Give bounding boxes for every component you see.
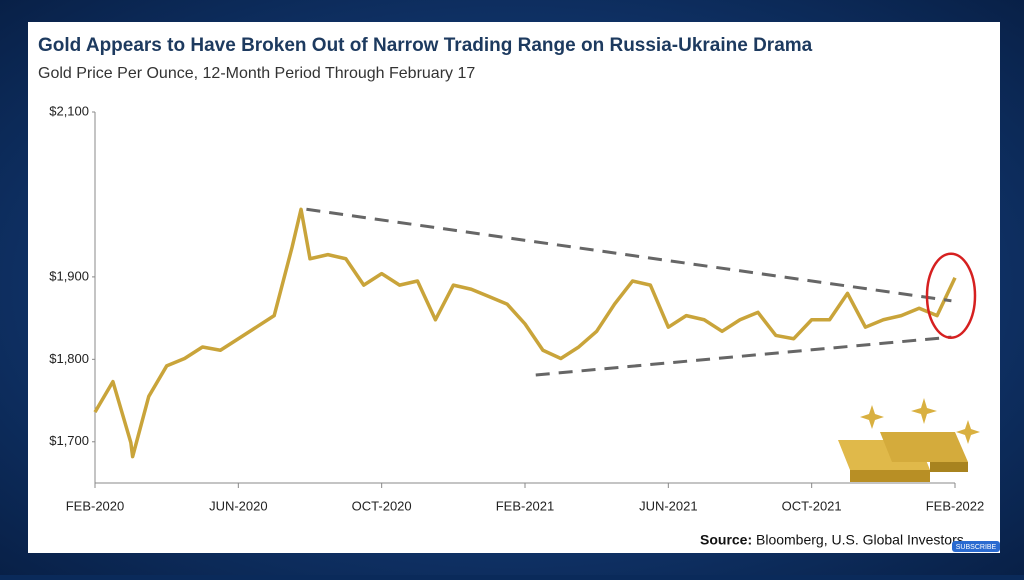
chart-title: Gold Appears to Have Broken Out of Narro…	[38, 35, 813, 56]
gold-bars-icon	[838, 398, 980, 482]
y-tick-label: $1,800	[49, 351, 89, 366]
x-tick-label: FEB-2022	[926, 498, 985, 513]
chart-subtitle: Gold Price Per Ounce, 12-Month Period Th…	[38, 65, 475, 82]
source-label: Source:	[700, 532, 752, 548]
x-tick-label: JUN-2020	[209, 498, 268, 513]
price-line	[93, 207, 957, 459]
x-tick-label: FEB-2021	[496, 498, 555, 513]
card	[28, 22, 1000, 553]
highlight-circle	[925, 252, 977, 339]
x-tick-label: JUN-2021	[639, 498, 698, 513]
subscribe-button[interactable]	[952, 541, 1000, 552]
x-tick-label: OCT-2020	[352, 498, 412, 513]
y-tick-label: $1,900	[49, 268, 89, 283]
trend-line	[306, 207, 952, 303]
trend-line	[535, 335, 952, 377]
subscribe-label[interactable]: SUBSCRIBE	[956, 544, 997, 551]
x-tick-label: FEB-2020	[66, 498, 125, 513]
y-tick-label: $2,100	[49, 103, 89, 118]
source: Bloomberg, U.S. Global Investors	[756, 532, 964, 548]
y-tick-label: $1,700	[49, 433, 89, 448]
x-tick-label: OCT-2021	[782, 498, 842, 513]
